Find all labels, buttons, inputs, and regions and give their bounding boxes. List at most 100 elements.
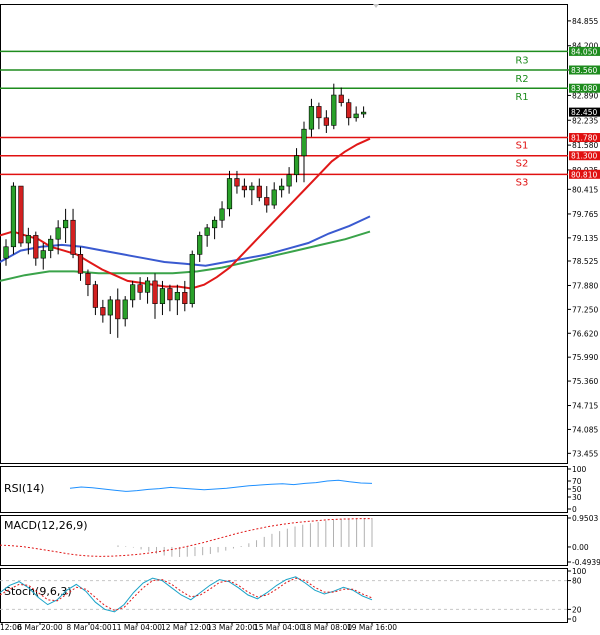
stoch-main-line — [0, 576, 373, 613]
time-tick-label: 12 Mar 12:00 — [161, 623, 211, 632]
stoch-signal-line — [0, 577, 373, 611]
candle-up — [174, 291, 180, 301]
candle-down — [264, 197, 270, 206]
candle-up — [293, 155, 300, 176]
candle-up — [189, 254, 195, 304]
price-tick-label: 77.880 — [572, 281, 598, 290]
candle-up — [271, 189, 277, 206]
level-price-tag — [569, 65, 600, 75]
panel-frame — [0, 4, 568, 464]
level-name-s1: S1 — [516, 141, 529, 152]
candle-down — [338, 94, 344, 103]
ma-green-line — [0, 230, 371, 282]
candle-down — [234, 178, 240, 187]
candle-up — [62, 219, 69, 229]
price-tick-label: 80.415 — [572, 185, 598, 194]
candle-up — [130, 284, 136, 301]
candle-down — [18, 185, 24, 244]
candle-up — [360, 111, 367, 115]
price-tick-label: 74.715 — [572, 402, 598, 411]
panel-frame — [0, 515, 568, 566]
candle-up — [212, 219, 218, 229]
price-tick-label: 81.580 — [572, 141, 598, 150]
price-tick-label: 73.455 — [572, 449, 598, 458]
time-tick-label: 12:00 — [0, 623, 22, 632]
level-price-label: 83.080 — [571, 84, 597, 93]
time-tick-label: 19 Mar 16:00 — [347, 623, 397, 632]
panel-frame — [0, 466, 568, 513]
price-tick-label: 79.135 — [572, 234, 598, 243]
price-tick-label: 75.360 — [572, 377, 598, 386]
candle-up — [226, 178, 233, 210]
level-price-label: 84.050 — [571, 47, 597, 56]
candle-down — [256, 185, 262, 198]
candle-up — [286, 174, 292, 187]
macd-tick-label: 0.00 — [572, 543, 589, 552]
candle-down — [346, 102, 352, 119]
stoch-tick-label: 0 — [572, 615, 577, 624]
candle-up — [331, 94, 337, 126]
level-price-label: 81.780 — [571, 134, 597, 143]
time-tick-label: 13 Mar 20:00 — [207, 623, 257, 632]
level-price-label: 80.810 — [571, 170, 597, 179]
ma-red-line — [0, 137, 371, 290]
level-name-s2: S2 — [516, 159, 529, 170]
candle-up — [301, 128, 307, 157]
candle-up — [308, 106, 315, 130]
candle-up — [144, 280, 151, 293]
price-tick-label: 77.250 — [572, 305, 598, 314]
level-price-tag — [569, 133, 600, 143]
ma-blue-line — [0, 215, 371, 267]
candle-up — [204, 227, 210, 236]
candle-down — [316, 106, 322, 119]
price-tick-label: 82.890 — [572, 91, 598, 100]
macd-panel: MACD(12,26,9) — [0, 518, 373, 558]
rsi-label: RSI(14) — [4, 482, 44, 495]
level-name-r1: R1 — [515, 92, 528, 103]
candle-up — [10, 185, 17, 248]
candle-up — [159, 288, 166, 304]
macd-label: MACD(12,26,9) — [4, 519, 88, 532]
price-tick-label: 84.200 — [572, 42, 598, 51]
candle-down — [115, 299, 121, 320]
level-name-r2: R2 — [515, 74, 528, 85]
time-tick-label: 15 Mar 04:00 — [254, 623, 304, 632]
stoch-label: Stoch(9,6,3) — [4, 585, 72, 598]
price-tick-label: 76.620 — [572, 329, 598, 338]
current-price-label: 82.450 — [571, 108, 597, 117]
panel-frame — [0, 568, 568, 623]
rsi-tick-label: 50 — [572, 485, 582, 494]
candle-up — [40, 250, 46, 259]
level-name-r3: R3 — [515, 55, 528, 66]
panel-frames — [0, 4, 568, 623]
level-price-tag — [569, 169, 600, 179]
stoch-tick-label: 80 — [572, 577, 582, 586]
price-tick-label: 74.085 — [572, 425, 598, 434]
price-tick-label: 84.855 — [572, 17, 598, 26]
level-price-label: 83.560 — [571, 66, 597, 75]
candle-up — [219, 208, 225, 221]
stoch-tick-label: 20 — [572, 605, 582, 614]
moving-averages — [0, 137, 371, 290]
time-tick-label: 11 Mar 04:00 — [112, 623, 162, 632]
macd-tick-label: -0.4939 — [572, 558, 600, 567]
level-price-tag — [569, 83, 600, 93]
rsi-tick-label: 30 — [572, 493, 582, 502]
level-price-label: 81.300 — [571, 152, 597, 161]
price-tick-label: 75.990 — [572, 353, 598, 362]
rsi-line — [69, 479, 373, 492]
candle-up — [353, 113, 359, 119]
candle-down — [137, 284, 143, 293]
rsi-panel: RSI(14) — [4, 479, 373, 495]
price-tick-label: 79.765 — [572, 210, 598, 219]
macd-tick-label: 0.9503 — [572, 514, 598, 523]
level-price-tag — [569, 46, 600, 56]
time-tick-label: 6 Mar 20:00 — [17, 623, 63, 632]
candle-down — [167, 288, 173, 301]
candle-down — [323, 117, 329, 126]
candle-up — [122, 299, 128, 320]
price-axis: 84.85584.20083.56082.89082.23581.58080.9… — [568, 17, 600, 624]
candle-up — [107, 299, 113, 316]
top-marker-icon — [373, 4, 379, 8]
